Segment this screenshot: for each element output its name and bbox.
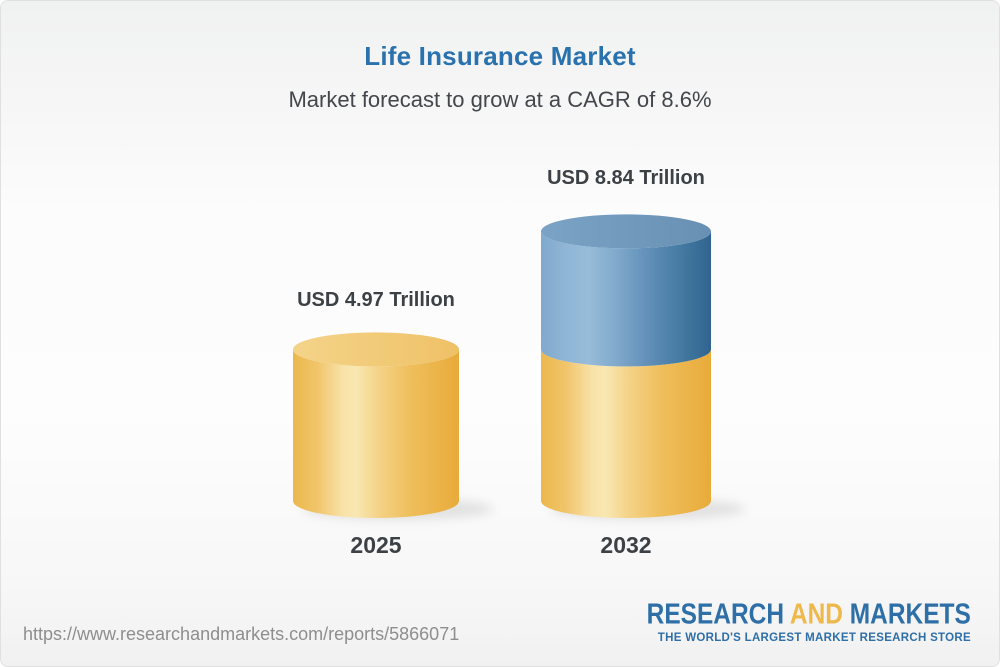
logo-word-research: RESEARCH <box>646 598 785 631</box>
bar-year-label-2032: 2032 <box>600 532 652 558</box>
logo-word-and: AND <box>784 598 850 631</box>
page-title: Life Insurance Market <box>364 41 636 71</box>
cylinder-segment-base <box>293 349 459 518</box>
cylinder-segment-base <box>541 349 711 518</box>
cylinder-shadow <box>303 498 493 520</box>
logo-tagline: THE WORLD'S LARGEST MARKET RESEARCH STOR… <box>657 632 971 644</box>
page-subtitle: Market forecast to grow at a CAGR of 8.6… <box>288 87 712 112</box>
logo-word-markets: MARKETS <box>849 598 971 631</box>
bar-value-label-2032: USD 8.84 Trillion <box>547 167 705 189</box>
research-and-markets-logo[interactable]: RESEARCH AND MARKETS THE WORLD'S LARGEST… <box>647 598 971 644</box>
logo-wordmark: RESEARCH AND MARKETS <box>647 598 971 631</box>
bar-value-label-2025: USD 4.97 Trillion <box>297 289 455 311</box>
cylinder-shadow <box>551 498 745 520</box>
cylinder-top-cap <box>293 332 459 367</box>
report-url-link[interactable]: https://www.researchandmarkets.com/repor… <box>23 624 460 644</box>
bars-group <box>293 214 745 520</box>
bar-year-label-2025: 2025 <box>350 532 402 558</box>
cylinder-top-cap <box>541 214 711 249</box>
